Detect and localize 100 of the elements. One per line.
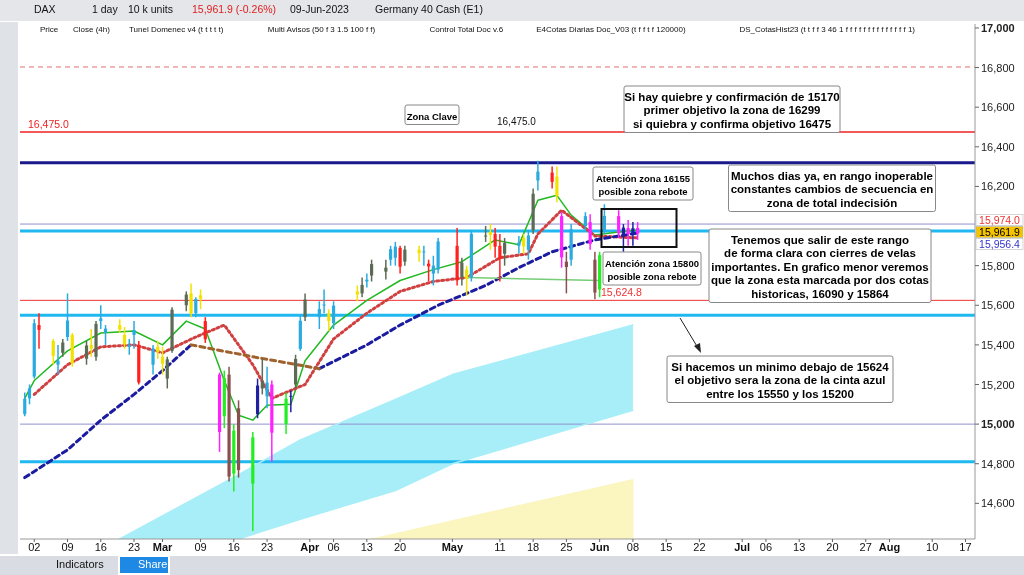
candlestick: [488, 223, 492, 251]
annotation: E4Cotas Diarias Doc_V03 (t f f t f 120000): [536, 25, 686, 34]
candlestick: [165, 356, 169, 390]
candlestick: [65, 292, 70, 342]
y-tick-label: 16,800: [981, 61, 1015, 74]
candlestick: [23, 391, 27, 417]
x-tick-label: 18: [527, 541, 540, 553]
annotation: Zona Clave: [406, 110, 458, 122]
x-tick-label: 09: [61, 541, 74, 553]
annotation: Control Total Doc v.6: [429, 25, 504, 34]
x-tick-label: 13: [360, 541, 373, 553]
candlestick: [89, 328, 93, 358]
text: 10 k units: [128, 3, 173, 15]
candlestick: [51, 338, 55, 366]
y-tick-label: 14,800: [981, 457, 1015, 470]
candlestick: [37, 312, 41, 350]
candlestick: [156, 340, 160, 360]
candlestick: [303, 292, 307, 322]
candlestick: [626, 219, 630, 247]
candlestick: [56, 344, 60, 376]
annotation: Price: [40, 25, 59, 34]
candlestick: [583, 211, 587, 233]
candlestick: [493, 227, 497, 259]
candlestick: [588, 213, 592, 251]
y-tick-label: 17,000: [981, 21, 1015, 34]
candlestick: [398, 245, 402, 275]
candlestick: [503, 237, 507, 267]
candlestick: [189, 282, 193, 318]
text: Share: [138, 558, 168, 570]
ref-line-label: 15,624.8: [601, 286, 643, 299]
x-tick-label: 11: [494, 541, 506, 553]
candlestick: [550, 165, 554, 190]
candlestick: [365, 272, 369, 289]
annotation: Atención zona 15800 posible zona rebote: [605, 257, 699, 282]
annotation: Multi Avisos (50 f 3 1.5 100 f f): [267, 25, 376, 34]
annotation: Si hay quiebre y confirmación de 15170 primer objetivo la zona de 16299 si quiebra y confirma objetivo 16475: [624, 90, 840, 130]
x-tick-label: 17: [959, 541, 972, 553]
candlestick: [289, 389, 293, 413]
y-tick-label: 15,000: [981, 418, 1015, 431]
text: 1 day: [92, 3, 119, 15]
candlestick: [331, 300, 336, 330]
candlestick: [327, 308, 331, 332]
candlestick: [517, 235, 521, 255]
candlestick: [422, 245, 426, 267]
candlestick: [132, 320, 136, 350]
y-tick-label: 15,400: [981, 338, 1015, 351]
ref-line-label: 16,475.0: [28, 117, 70, 130]
candlestick: [84, 340, 89, 366]
y-tick-label: 16,600: [981, 101, 1015, 114]
annotation: Close (4h): [73, 25, 111, 34]
chart-title: Germany 40 Cash (E1): [375, 3, 483, 15]
x-tick-label: 16: [227, 541, 240, 553]
y-tick-label: 16,400: [981, 140, 1015, 153]
x-tick-label: 15: [660, 541, 673, 553]
text: 15,961.9 (-0.26%): [192, 3, 277, 15]
candlestick: [151, 344, 155, 376]
candlestick: [498, 233, 502, 283]
x-tick-label: May: [441, 541, 464, 553]
candlestick: [194, 296, 198, 318]
x-tick-label: 09: [194, 541, 207, 553]
candlestick: [27, 383, 32, 406]
candlestick: [260, 358, 264, 396]
candlestick: [265, 365, 269, 410]
candlestick: [317, 300, 321, 330]
candlestick: [617, 209, 621, 239]
candlestick: [602, 203, 606, 235]
x-tick-label: 27: [859, 541, 872, 553]
x-tick-label: 08: [626, 541, 640, 553]
y-tick-label: 15,800: [981, 259, 1015, 272]
candlestick: [99, 304, 103, 330]
candlestick: [160, 346, 165, 376]
candlestick: [460, 256, 464, 287]
annotation: Tunel Domenec v4 (t t t t t): [129, 25, 224, 34]
x-tick-label: 20: [826, 541, 839, 553]
x-tick-label: 06: [327, 541, 340, 553]
y-tick-label: 15,200: [981, 378, 1015, 391]
annotation: Tenemos que salir de este rango de forma clara con cierres de velas importantes. En grafico menor veremos que la zona esta marcada por dos cotas historicas, 16090 y 15864: [711, 233, 929, 300]
x-tick-label: 13: [793, 541, 806, 553]
y-tick-label: 15,600: [981, 299, 1015, 312]
annotation: Atención zona 16155 posible zona rebote: [596, 172, 691, 197]
candlestick: [393, 241, 397, 267]
annotation: DS_CotasHist23 (t t f f 3 46 1 f f f f f f f f f f f f f f 1): [739, 25, 916, 34]
x-tick-label: Jul: [734, 541, 751, 553]
x-tick-label: 10: [926, 541, 939, 553]
candlestick: [526, 229, 530, 261]
x-tick-label: 22: [693, 541, 706, 553]
x-tick-label: 02: [28, 541, 41, 553]
y-tick-label: 16,200: [981, 180, 1015, 193]
x-tick-label: Apr: [300, 541, 321, 553]
text: 15,956.4: [979, 238, 1021, 250]
candlestick: [122, 326, 127, 350]
candlestick: [198, 288, 203, 310]
text: Indicators: [56, 558, 105, 570]
x-tick-label: 16: [94, 541, 107, 553]
x-tick-label: 06: [759, 541, 773, 553]
x-tick-label: 20: [393, 541, 407, 553]
text: 15,961.9: [979, 226, 1021, 238]
y-tick-label: 14,600: [981, 497, 1015, 510]
candlestick: [403, 245, 407, 267]
x-tick-label: Jun: [589, 541, 610, 553]
